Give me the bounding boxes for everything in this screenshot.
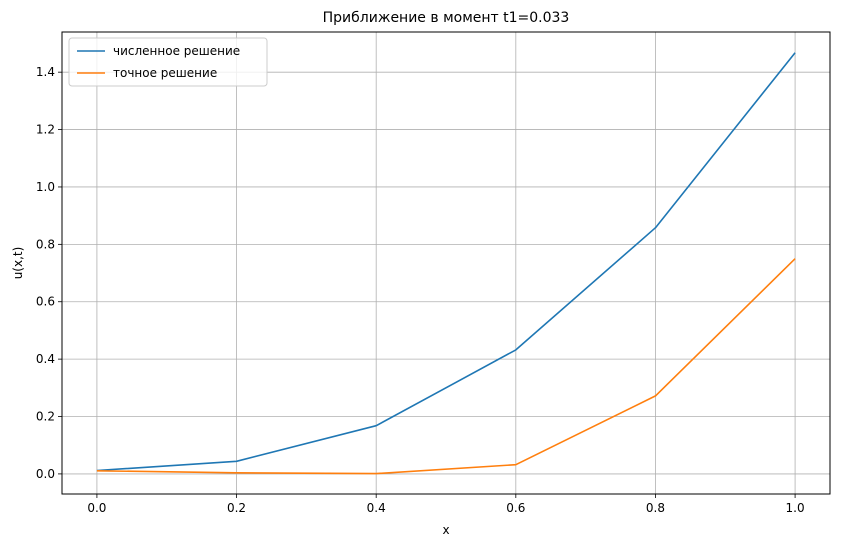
x-axis-label: x — [442, 523, 449, 537]
legend-label: численное решение — [113, 44, 240, 58]
plot-area-frame — [61, 31, 831, 495]
series-group — [96, 52, 796, 475]
series-line-1 — [96, 52, 796, 472]
y-tick-label: 1.4 — [36, 65, 55, 79]
x-tick-label: 0.0 — [87, 501, 106, 515]
legend-label: точное решение — [113, 66, 217, 80]
y-tick-label: 0.2 — [36, 410, 55, 424]
legend-box — [68, 37, 268, 87]
series-line-2 — [96, 258, 796, 475]
x-tick-label: 0.2 — [227, 501, 246, 515]
y-tick-label: 1.0 — [36, 180, 55, 194]
y-tick-label: 0.6 — [36, 295, 55, 309]
legend: численное решение точное решение — [68, 37, 268, 87]
y-axis-label: u(x,t) — [11, 247, 25, 280]
x-tick-label: 0.8 — [646, 501, 665, 515]
y-tick-label: 0.4 — [36, 352, 55, 366]
x-tick-label: 0.4 — [367, 501, 386, 515]
chart-title: Приближение в момент t1=0.033 — [323, 10, 570, 26]
y-tick-label: 0.0 — [36, 467, 55, 481]
y-tick-label: 1.2 — [36, 123, 55, 137]
axis-ticks: 0.0 0.2 0.4 0.6 0.8 1.0 0.0 0.2 0.4 0.6 0.8 1.0 1.2 1… — [36, 65, 805, 515]
x-tick-label: 1.0 — [786, 501, 805, 515]
grid-lines — [62, 32, 830, 494]
y-tick-label: 0.8 — [36, 237, 55, 251]
x-tick-label: 0.6 — [506, 501, 525, 515]
